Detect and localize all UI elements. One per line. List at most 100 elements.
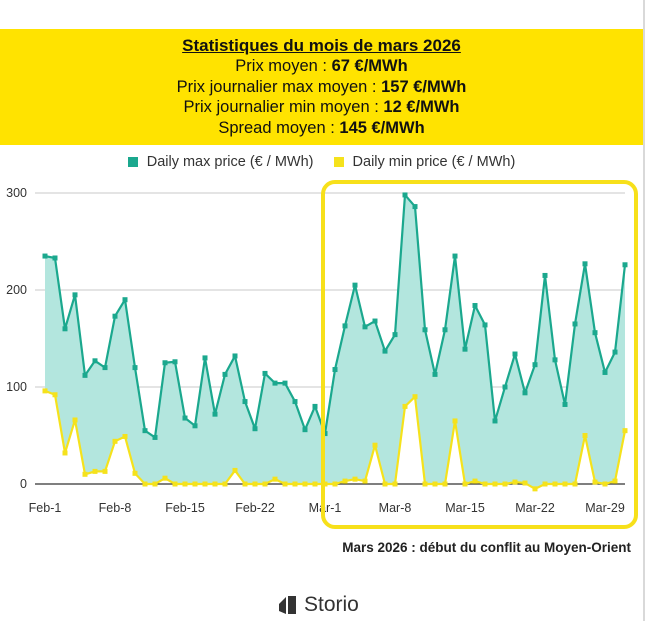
max-price-point <box>572 321 578 327</box>
min-price-point <box>72 417 78 423</box>
legend-item-max[interactable]: Daily max price (€ / MWh) <box>127 154 314 170</box>
max-price-point <box>512 351 518 357</box>
min-price-point <box>162 475 168 481</box>
min-price-point <box>172 481 178 487</box>
min-price-point <box>422 481 428 487</box>
x-tick-label: Feb-22 <box>235 501 275 515</box>
spread-area <box>45 194 625 489</box>
max-price-point <box>242 399 248 405</box>
min-price-point <box>52 392 58 398</box>
max-price-point <box>252 426 258 432</box>
max-price-point <box>592 330 598 336</box>
min-price-point <box>112 438 118 444</box>
min-price-point <box>342 478 348 484</box>
max-price-point <box>42 253 48 259</box>
min-price-point <box>362 478 368 484</box>
max-price-point <box>602 369 608 375</box>
max-price-point <box>282 380 288 386</box>
max-price-point <box>182 415 188 421</box>
max-price-point <box>352 282 358 288</box>
max-price-point <box>402 192 408 198</box>
right-edge-divider <box>643 0 645 621</box>
max-price-point <box>232 353 238 359</box>
max-price-point <box>542 272 548 278</box>
min-price-point <box>412 394 418 400</box>
min-price-point <box>612 478 618 484</box>
legend-label-max: Daily max price (€ / MWh) <box>146 154 314 170</box>
y-tick-label: 0 <box>20 477 27 491</box>
legend-swatch-min <box>333 157 344 167</box>
min-price-point <box>252 481 258 487</box>
max-price-point <box>152 434 158 440</box>
x-tick-label: Mar-22 <box>515 501 555 515</box>
min-price-point <box>512 479 518 485</box>
max-price-point <box>382 348 388 354</box>
min-price-point <box>312 481 318 487</box>
stat-value: 145 €/MWh <box>339 118 425 137</box>
max-price-point <box>62 326 68 332</box>
min-price-point <box>432 481 438 487</box>
min-price-point <box>402 403 408 409</box>
legend-label-min: Daily min price (€ / MWh) <box>352 154 516 170</box>
min-price-point <box>302 481 308 487</box>
max-price-point <box>112 313 118 319</box>
min-price-point <box>542 481 548 487</box>
x-tick-label: Feb-1 <box>29 501 62 515</box>
max-price-point <box>482 322 488 328</box>
x-tick-label: Feb-15 <box>165 501 205 515</box>
min-price-point <box>502 481 508 487</box>
min-price-point <box>202 481 208 487</box>
min-price-point <box>622 428 628 434</box>
max-price-point <box>392 332 398 338</box>
legend-item-min[interactable]: Daily min price (€ / MWh) <box>333 154 516 170</box>
stat-value: 67 €/MWh <box>331 57 408 75</box>
max-price-point <box>72 292 78 298</box>
min-price-point <box>122 433 128 439</box>
stat-label: Prix journalier min moyen : <box>183 98 384 116</box>
min-price-point <box>382 481 388 487</box>
max-price-point <box>202 355 208 361</box>
stats-title: Statistiques du mois de mars 2026 <box>182 36 461 55</box>
max-price-point <box>362 324 368 330</box>
min-price-point <box>142 481 148 487</box>
legend-swatch-max <box>127 157 138 167</box>
max-price-point <box>502 384 508 390</box>
max-price-point <box>472 303 478 309</box>
min-price-point <box>522 480 528 486</box>
max-price-point <box>522 390 528 396</box>
max-price-point <box>172 359 178 365</box>
max-price-point <box>122 297 128 303</box>
min-price-point <box>492 481 498 487</box>
storio-logo-icon <box>279 596 296 614</box>
min-price-point <box>532 486 538 492</box>
min-price-point <box>152 481 158 487</box>
max-price-point <box>132 365 138 371</box>
max-price-point <box>192 423 198 429</box>
max-price-point <box>292 399 298 405</box>
march-highlight-box <box>321 180 638 529</box>
max-price-point <box>342 323 348 329</box>
max-price-point <box>262 370 268 376</box>
max-price-point <box>492 418 498 424</box>
min-price-point <box>132 470 138 476</box>
max-price-point <box>142 428 148 434</box>
max-price-point <box>462 346 468 352</box>
max-price-point <box>52 255 58 261</box>
max-price-point <box>92 358 98 364</box>
min-price-point <box>462 481 468 487</box>
min-price-point <box>352 476 358 482</box>
max-price-point <box>612 349 618 355</box>
stat-value: 157 €/MWh <box>381 77 467 96</box>
min-price-point <box>102 468 108 474</box>
stat-spread: Spread moyen : 145 €/MWh <box>0 118 643 139</box>
min-price-point <box>582 433 588 438</box>
min-price-point <box>392 481 398 487</box>
x-tick-label: Mar-8 <box>379 501 412 515</box>
max-price-point <box>312 403 318 409</box>
min-price-point <box>602 481 608 487</box>
price-chart: 0 100 200 300 Feb-1 Feb-8 Feb-15 Feb-22 Mar-1 Mar… <box>6 180 638 529</box>
min-price-point <box>82 471 88 477</box>
stats-banner: Statistiques du mois de mars 2026 Prix m… <box>0 29 643 145</box>
y-tick-label: 200 <box>6 283 27 297</box>
max-price-point <box>562 401 568 407</box>
